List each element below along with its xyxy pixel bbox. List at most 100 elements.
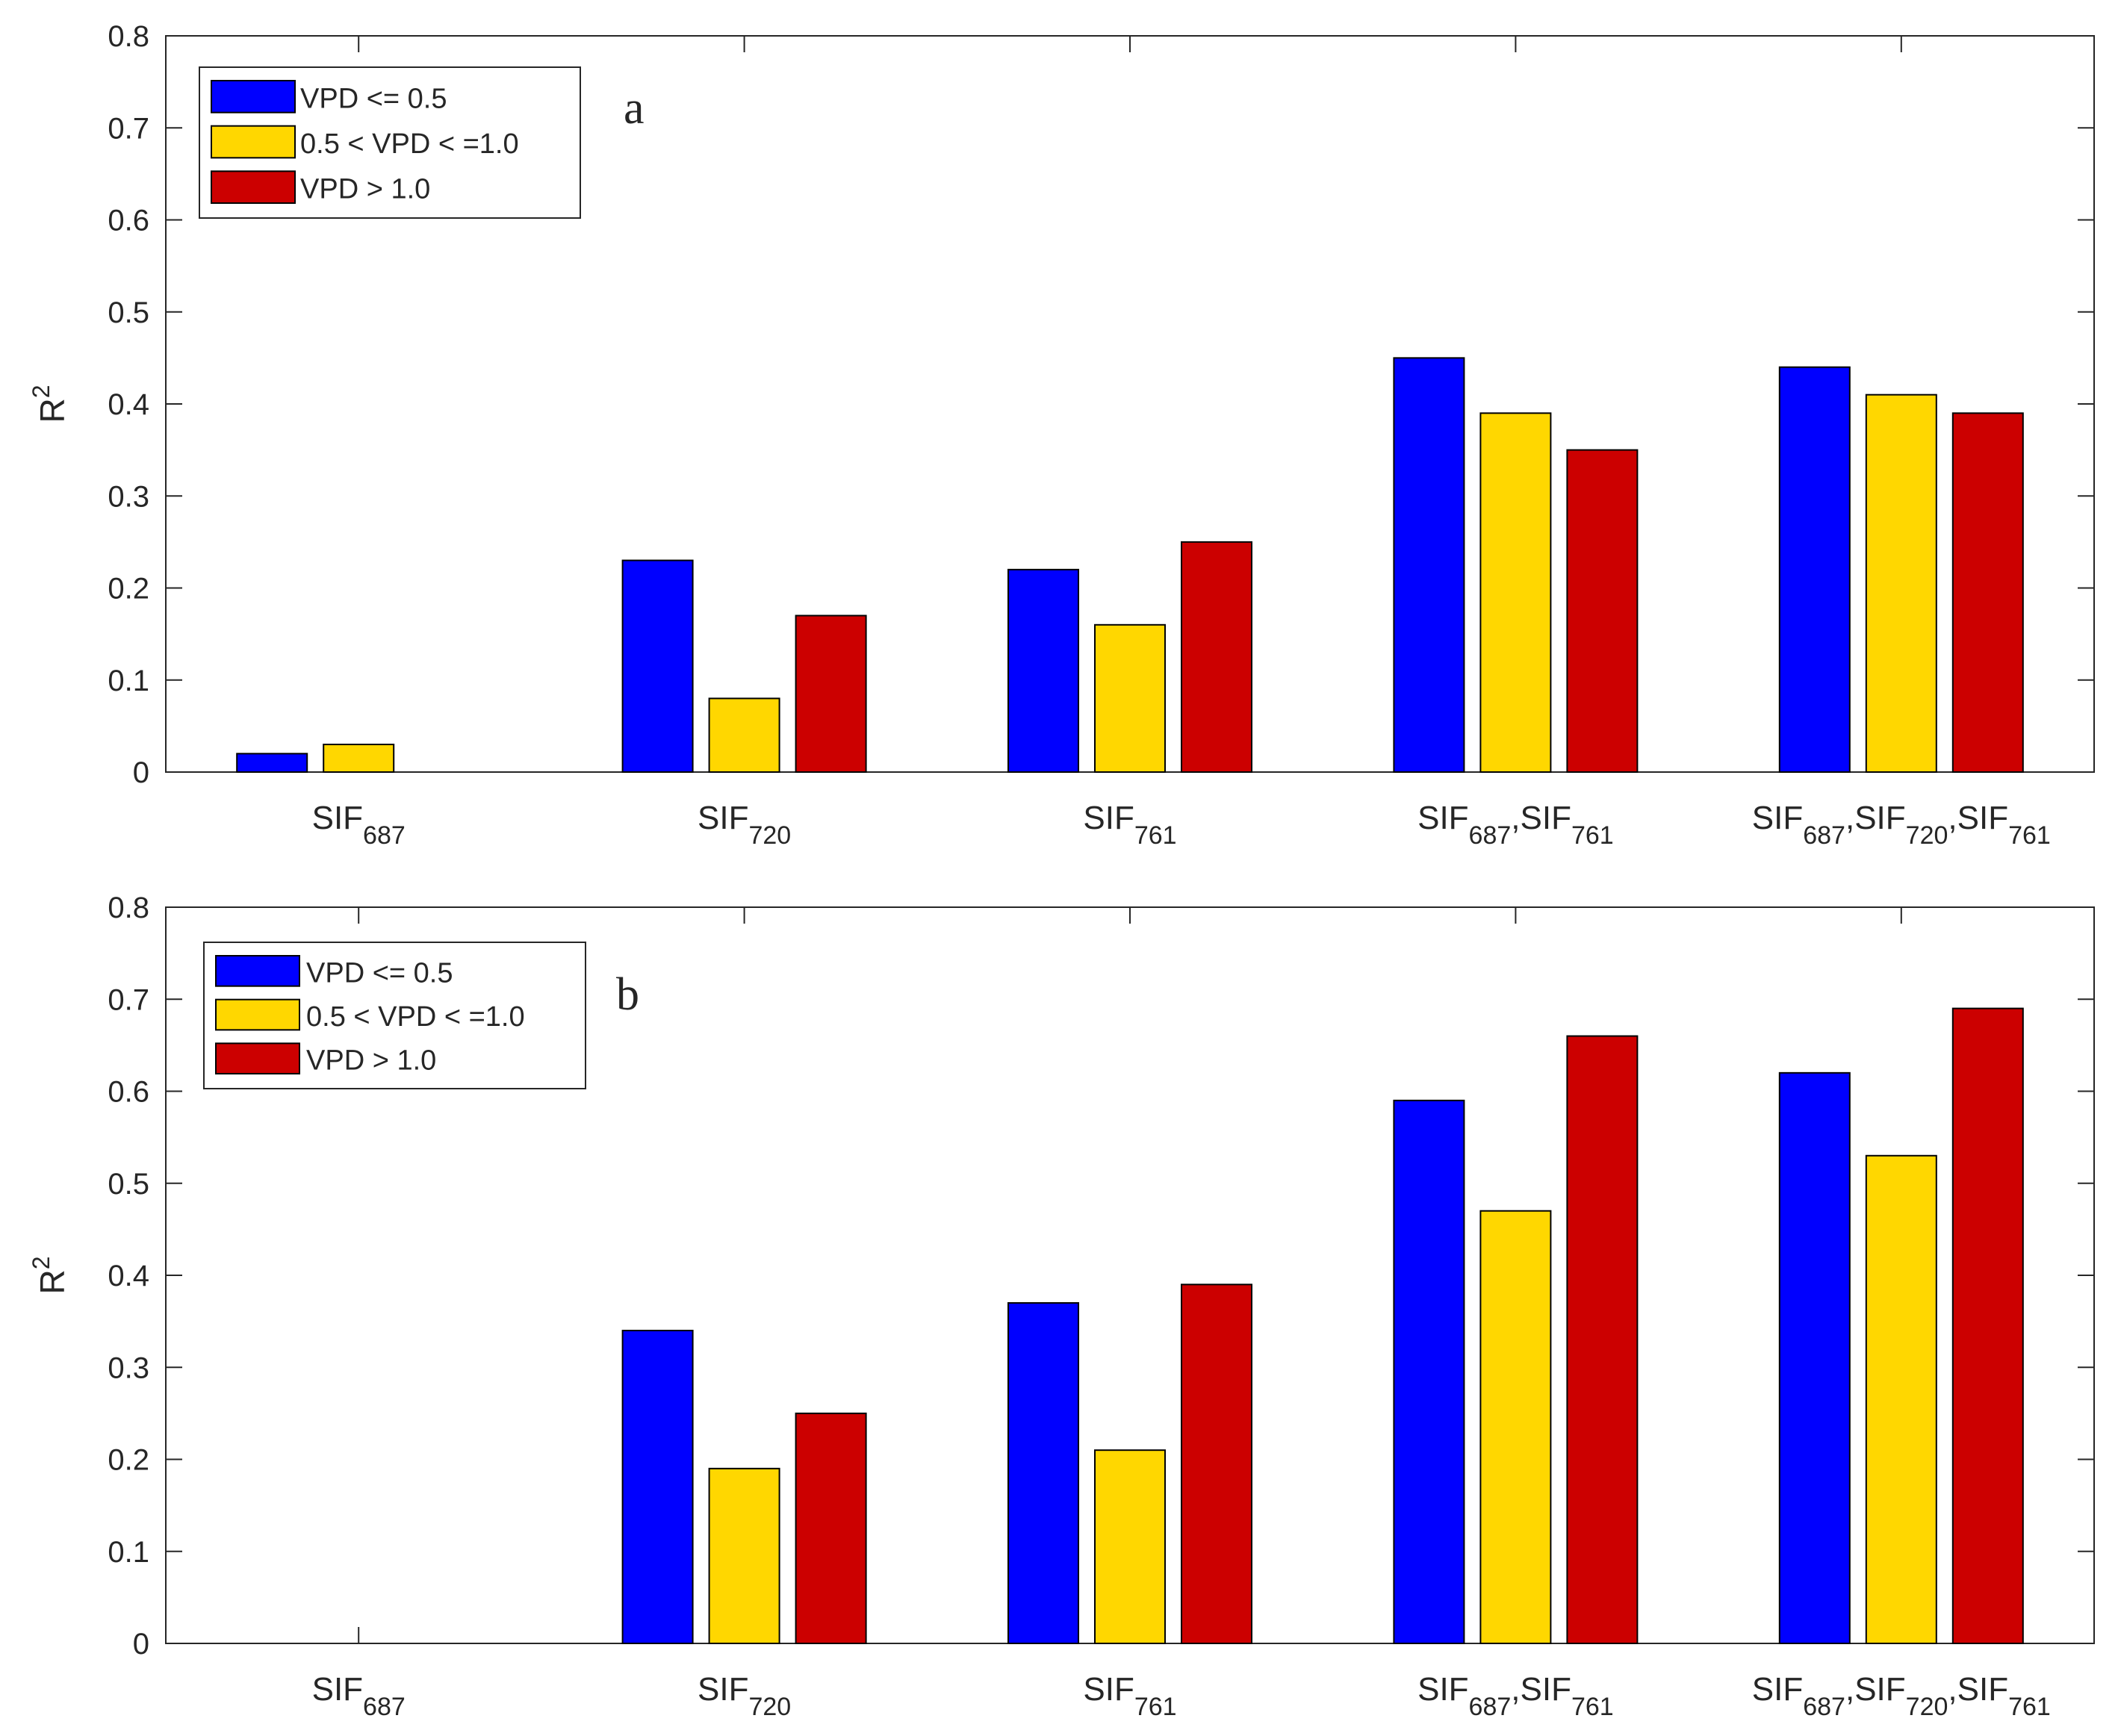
x-tick-label-sub: 720 <box>748 821 791 850</box>
bar <box>1007 1301 1079 1644</box>
legend-label: VPD > 1.0 <box>300 174 430 205</box>
y-axis-label-sup: 2 <box>28 385 55 398</box>
x-tick-label-base: SIF <box>312 800 363 836</box>
legend: VPD <= 0.5 0.5 < VPD < =1.0 VPD > 1.0 <box>199 66 581 219</box>
x-tick-label-sub: 761 <box>2008 821 2051 850</box>
legend-swatch <box>215 955 300 987</box>
bar <box>1951 412 2024 773</box>
x-tick-label-base: SIF <box>1417 1671 1468 1708</box>
x-tick-label-sub: 687 <box>1803 1693 1845 1721</box>
x-tick-label-sub: 687 <box>363 821 406 850</box>
x-tick-label-base: SIF <box>1083 1671 1134 1708</box>
y-tick-label: 0.5 <box>108 296 149 329</box>
y-tick-label: 0 <box>133 756 149 789</box>
legend-label: 0.5 < VPD < =1.0 <box>306 1001 525 1033</box>
x-tick-label-base: SIF <box>1417 800 1468 836</box>
x-tick-label: SIF761 <box>1083 800 1176 850</box>
x-tick-label-base: ,SIF <box>1511 1671 1571 1708</box>
x-tick-label-base: SIF <box>1083 800 1134 836</box>
x-tick-label-base: SIF <box>1752 1671 1803 1708</box>
bar <box>795 615 867 773</box>
x-tick-label-sub: 720 <box>1906 821 1948 850</box>
bar <box>323 744 395 774</box>
bar <box>1181 1284 1252 1644</box>
x-tick-label-sub: 687 <box>1469 821 1512 850</box>
legend-swatch <box>211 125 296 159</box>
legend-label: VPD > 1.0 <box>306 1045 436 1077</box>
x-tick-label: SIF687,SIF761 <box>1417 1671 1614 1721</box>
x-tick-label-base: SIF <box>698 1671 748 1708</box>
x-tick-label-sub: 687 <box>1469 1693 1512 1721</box>
y-tick-label: 0.7 <box>108 112 149 145</box>
x-tick-label-sub: 720 <box>748 1693 791 1721</box>
x-tick-label: SIF687 <box>312 1671 406 1721</box>
x-tick-label: SIF687 <box>312 800 406 850</box>
bar <box>621 1329 694 1644</box>
bar <box>1393 357 1465 773</box>
y-tick-label: 0.4 <box>108 388 149 421</box>
y-tick-label: 0.8 <box>108 20 149 53</box>
legend: VPD <= 0.5 0.5 < VPD < =1.0 VPD > 1.0 <box>203 942 586 1089</box>
y-tick-label: 0.3 <box>108 480 149 513</box>
bar <box>236 753 308 773</box>
y-axis-label: R2 <box>28 385 72 423</box>
y-tick-label: 0.1 <box>108 665 149 697</box>
legend-swatch <box>211 80 296 113</box>
bar <box>1778 1071 1851 1644</box>
bar <box>1094 1449 1166 1645</box>
x-tick-label-sub: 761 <box>2008 1693 2051 1721</box>
bar <box>708 697 780 774</box>
x-tick-label: SIF687,SIF720,SIF761 <box>1752 800 2051 850</box>
bar <box>1094 623 1166 773</box>
y-tick-label: 0.4 <box>108 1260 149 1292</box>
x-tick-label-sub: 687 <box>363 1693 406 1721</box>
bar <box>621 559 694 774</box>
y-tick-label: 0.6 <box>108 1076 149 1109</box>
legend-label: VPD <= 0.5 <box>300 83 447 114</box>
bar <box>708 1467 780 1644</box>
bar <box>1951 1007 2024 1644</box>
x-tick-label-base: ,SIF <box>1511 800 1571 836</box>
y-axis-label: R2 <box>28 1256 72 1294</box>
x-tick-label-sub: 687 <box>1803 821 1845 850</box>
x-tick-label-sub: 761 <box>1571 821 1614 850</box>
x-tick-label: SIF720 <box>698 1671 791 1721</box>
panel-label: b <box>616 969 639 1020</box>
bar <box>1865 1154 1937 1644</box>
x-tick-label: SIF687,SIF720,SIF761 <box>1752 1671 2051 1721</box>
legend-swatch <box>215 998 300 1031</box>
x-tick-label: SIF720 <box>698 800 791 850</box>
bar <box>1393 1099 1465 1644</box>
legend-swatch <box>215 1042 300 1075</box>
bar <box>1566 449 1639 773</box>
y-tick-label: 0.2 <box>108 573 149 606</box>
y-axis-label-base: R <box>33 398 72 423</box>
x-tick-label-sub: 761 <box>1134 1693 1177 1721</box>
x-tick-label-base: ,SIF <box>1845 800 1906 836</box>
y-tick-label: 0.3 <box>108 1351 149 1384</box>
x-tick-label-sub: 720 <box>1906 1693 1948 1721</box>
y-axis-label-base: R <box>33 1269 72 1294</box>
y-tick-label: 0 <box>133 1628 149 1661</box>
x-tick-label-base: SIF <box>1752 800 1803 836</box>
bar <box>795 1412 867 1644</box>
y-axis-label-sup: 2 <box>28 1256 55 1269</box>
x-tick-label-base: SIF <box>312 1671 363 1708</box>
legend-swatch <box>211 170 296 204</box>
y-tick-label: 0.7 <box>108 983 149 1016</box>
x-tick-label-sub: 761 <box>1571 1693 1614 1721</box>
x-tick-label-base: ,SIF <box>1948 800 2008 836</box>
y-tick-label: 0.2 <box>108 1444 149 1477</box>
y-tick-label: 0.5 <box>108 1168 149 1201</box>
x-tick-label-base: SIF <box>698 800 748 836</box>
bar <box>1479 1210 1552 1644</box>
bar <box>1007 568 1079 773</box>
legend-label: VPD <= 0.5 <box>306 957 453 989</box>
bar <box>1778 366 1851 773</box>
bar <box>1479 412 1552 773</box>
panel-label: a <box>624 83 645 134</box>
